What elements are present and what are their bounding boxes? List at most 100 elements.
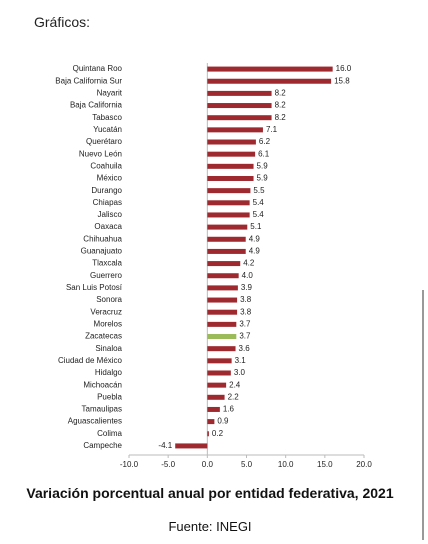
y-tick-label: Hidalgo [95, 368, 123, 377]
value-label: -4.1 [158, 441, 172, 450]
value-label: 5.4 [253, 210, 265, 219]
y-tick-label: Colima [97, 429, 122, 438]
y-tick-label: Baja California Sur [55, 76, 122, 85]
y-tick-label: Tlaxcala [92, 259, 122, 268]
bar [207, 394, 225, 400]
value-label: 3.8 [240, 295, 252, 304]
y-tick-label: Michoacán [83, 380, 122, 389]
bar [207, 78, 332, 84]
bar [207, 334, 237, 340]
y-tick-label: Campeche [83, 441, 122, 450]
bar [207, 188, 251, 194]
value-label: 4.0 [242, 271, 254, 280]
y-tick-label: Durango [91, 186, 122, 195]
value-label: 5.9 [257, 161, 269, 170]
value-label: 3.0 [234, 368, 246, 377]
bar [207, 261, 241, 267]
y-tick-label: Morelos [94, 319, 122, 328]
x-tick-label: -10.0 [120, 460, 139, 469]
y-tick-label: México [97, 174, 123, 183]
bar [207, 370, 231, 376]
value-label: 0.9 [217, 417, 229, 426]
chart-source: Fuente: INEGI [168, 519, 252, 534]
bar [207, 212, 250, 218]
bar [207, 431, 209, 437]
y-tick-label: Puebla [97, 392, 122, 401]
value-label: 3.7 [239, 332, 251, 341]
bar [207, 309, 238, 315]
bar [207, 175, 254, 181]
value-label: 15.8 [334, 76, 350, 85]
x-tick-label: 0.0 [202, 460, 214, 469]
y-tick-label: Baja California [70, 101, 123, 110]
x-tick-label: -5.0 [161, 460, 175, 469]
bar [207, 358, 232, 364]
bar [207, 66, 333, 72]
value-label: 8.2 [275, 101, 287, 110]
bar [207, 224, 248, 230]
y-tick-label: Tamaulipas [82, 405, 122, 414]
y-tick-label: Sinaloa [95, 344, 122, 353]
y-tick-label: San Luis Potosí [66, 283, 123, 292]
bar [207, 419, 215, 425]
y-tick-label: Jalisco [98, 210, 123, 219]
chart-title: Variación porcentual anual por entidad f… [26, 485, 394, 501]
bar [207, 163, 254, 169]
y-tick-label: Coahuila [90, 161, 122, 170]
y-tick-label: Oaxaca [94, 222, 122, 231]
bar [207, 273, 239, 279]
value-label: 16.0 [336, 64, 352, 73]
y-tick-label: Zacatecas [85, 332, 122, 341]
y-tick-label: Tabasco [92, 113, 122, 122]
value-label: 6.2 [259, 137, 271, 146]
value-label: 2.2 [228, 392, 240, 401]
value-label: 3.7 [239, 319, 251, 328]
value-label: 2.4 [229, 380, 241, 389]
bar [207, 200, 250, 206]
y-tick-label: Nayarit [97, 89, 123, 98]
value-label: 5.1 [250, 222, 262, 231]
bar [207, 90, 272, 96]
value-label: 5.9 [257, 174, 269, 183]
y-tick-label: Nuevo León [79, 149, 122, 158]
bar [175, 443, 208, 449]
header: Gráficos: [34, 14, 91, 30]
x-tick-label: 15.0 [317, 460, 333, 469]
value-label: 6.1 [258, 149, 270, 158]
x-tick-label: 20.0 [356, 460, 372, 469]
bar [207, 248, 246, 254]
value-label: 0.2 [212, 429, 224, 438]
bar [207, 406, 220, 412]
bar [207, 236, 246, 242]
bar [207, 297, 238, 303]
y-tick-label: Sonora [96, 295, 122, 304]
bar [207, 346, 236, 352]
value-label: 7.1 [266, 125, 278, 134]
bar [207, 382, 227, 388]
bar [207, 285, 238, 291]
value-label: 5.4 [253, 198, 265, 207]
y-tick-label: Guanajuato [81, 247, 123, 256]
y-tick-label: Chiapas [93, 198, 122, 207]
y-tick-label: Querétaro [86, 137, 123, 146]
value-label: 5.5 [253, 186, 265, 195]
y-tick-label: Ciudad de México [58, 356, 123, 365]
bar [207, 321, 237, 327]
value-label: 3.1 [235, 356, 247, 365]
bar [207, 151, 256, 157]
value-label: 4.9 [249, 247, 261, 256]
value-label: 1.6 [223, 405, 235, 414]
y-tick-label: Veracruz [90, 307, 122, 316]
y-tick-label: Guerrero [90, 271, 123, 280]
value-label: 3.9 [241, 283, 253, 292]
y-tick-label: Chihuahua [83, 234, 122, 243]
value-label: 8.2 [275, 89, 287, 98]
bar [207, 115, 272, 121]
value-label: 3.8 [240, 307, 252, 316]
y-tick-label: Yucatán [93, 125, 122, 134]
value-label: 4.9 [249, 234, 261, 243]
bar [207, 127, 263, 133]
value-label: 4.2 [243, 259, 255, 268]
